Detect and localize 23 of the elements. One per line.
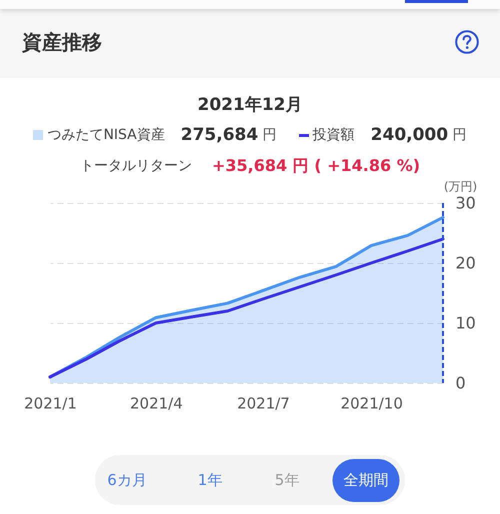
header-bar: 資産推移 [0,9,500,78]
line-series [48,238,444,378]
text: 275,684 円 [180,124,277,146]
y-tick-label: 0 [456,374,466,392]
text: トータルリターン [80,157,192,176]
chart-title: 資産推移 [22,29,102,55]
text: +35,684 円 ( +14.86 %) [212,155,420,177]
y-tick-label: 10 [456,314,476,332]
x-tick-label: 2021/4 [130,394,183,412]
x-tick-label: 2021/10 [340,394,403,412]
chart-subtitle: 2021年12月 [196,94,304,117]
legend-label: つみたてNISA資産 [47,126,165,145]
period-button[interactable]: 6カ月 [99,459,155,502]
x-tick-label: 2021/1 [24,394,77,412]
text: 240,000 円 [370,124,467,146]
y-tick-label: 20 [456,254,476,272]
y-tick-label: 30 [456,194,476,212]
period-button[interactable]: 1年 [190,459,230,502]
x-tick-label: 2021/7 [237,394,290,412]
period-button[interactable]: 全期間 [332,459,400,502]
legend-label: 投資額 [312,126,355,145]
period-button[interactable]: 5年 [266,459,308,502]
y-axis-title: (万円) [444,180,478,194]
